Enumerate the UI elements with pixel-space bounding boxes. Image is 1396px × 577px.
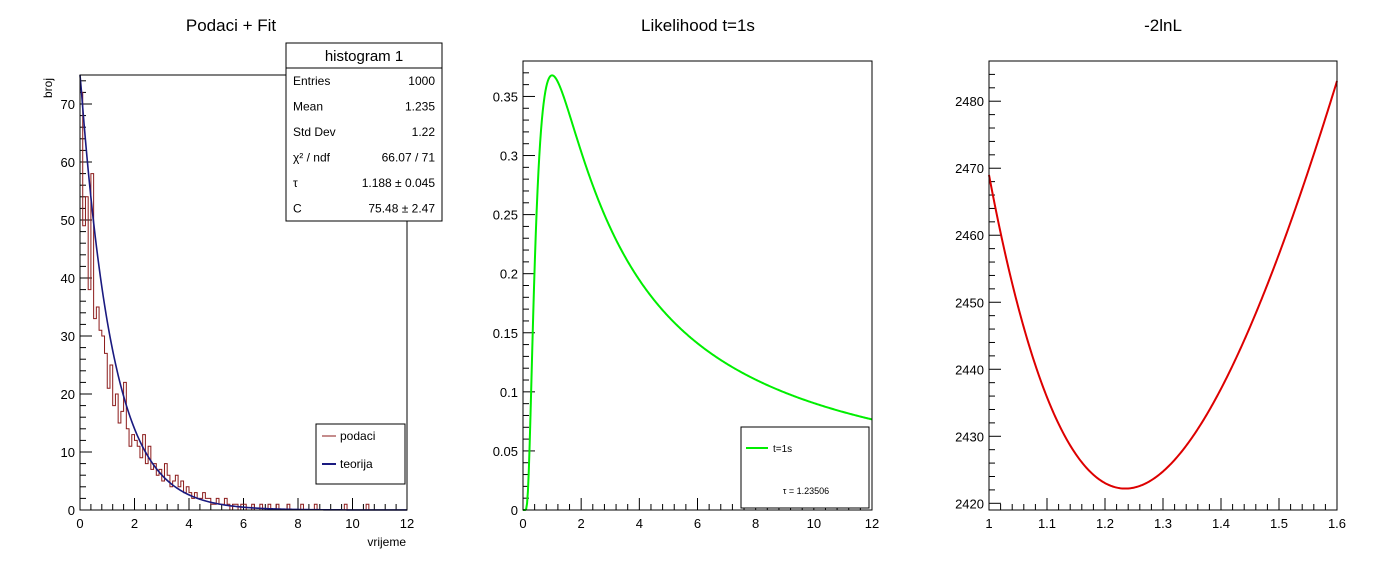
y-tick-label-1: 20 [61, 387, 75, 402]
x-tick-label-2: 0 [519, 516, 526, 531]
y-tick-label-2: 0.05 [493, 444, 518, 459]
y-tick-label-1: 60 [61, 155, 75, 170]
y-tick-label-3: 2450 [955, 295, 984, 310]
x-tick-label-1: 12 [400, 516, 414, 531]
stats-label: Entries [293, 74, 330, 88]
stats-value: 1.22 [412, 125, 436, 139]
x-tick-label-3: 1.4 [1212, 516, 1230, 531]
y-tick-label-3: 2440 [955, 362, 984, 377]
x-tick-label-1: 4 [185, 516, 192, 531]
axis-ticks-3: 1 1.1 1.2 1.3 1.4 1.5 1.6 2420 2430 2440 2450 2460 2… [955, 60, 1346, 531]
y-tick-label-1: 10 [61, 445, 75, 460]
x-tick-label-1: 10 [345, 516, 359, 531]
x-axis-label-1: vrijeme [367, 535, 406, 549]
x-tick-label-2: 4 [636, 516, 643, 531]
stats-box-rows: Entries 1000 Mean 1.235 Std Dev 1.22 χ² / ndf 6… [293, 74, 435, 216]
x-tick-label-3: 1.2 [1096, 516, 1114, 531]
x-tick-label-3: 1 [985, 516, 992, 531]
x-tick-label-1: 6 [240, 516, 247, 531]
stats-box: histogram 1 Entries 1000 Mean 1.235 Std Dev 1… [285, 42, 443, 222]
panel-podaci-fit: Podaci + Fit 0 2 4 6 8 10 12 0 10 20 30 40 50 60 70 br… [41, 16, 443, 549]
legend-1-label: teorija [340, 457, 373, 471]
y-axis-label-1: broj [41, 78, 55, 98]
x-tick-label-3: 1.6 [1328, 516, 1346, 531]
stats-value: 66.07 / 71 [382, 151, 436, 165]
y-tick-label-2: 0.25 [493, 208, 518, 223]
legend-1: podaci teorija [315, 423, 406, 485]
panel-likelihood: Likelihood t=1s 0 2 4 6 8 10 12 0 0.05 0.1 0.15 0.2… [493, 16, 880, 531]
plot-frame-3 [988, 60, 1338, 511]
y-tick-label-3: 2460 [955, 228, 984, 243]
y-tick-label-2: 0.1 [500, 385, 518, 400]
panel-neg2lnL: -2lnL 1 1.1 1.2 1.3 1.4 1.5 1.6 2420 2430 2440 245… [955, 16, 1346, 531]
x-tick-label-3: 1.5 [1270, 516, 1288, 531]
neg2lnL-curve [988, 80, 1338, 490]
y-tick-label-1: 50 [61, 213, 75, 228]
y-tick-label-2: 0.35 [493, 89, 518, 104]
plot-frame-2 [522, 60, 873, 511]
y-tick-label-2: 0.2 [500, 267, 518, 282]
x-tick-label-1: 0 [76, 516, 83, 531]
x-tick-label-1: 2 [131, 516, 138, 531]
stats-label: χ² / ndf [293, 151, 331, 165]
stats-label: Mean [293, 100, 323, 114]
y-tick-label-3: 2480 [955, 94, 984, 109]
stats-box-title: histogram 1 [325, 48, 403, 65]
stats-value: 1000 [408, 74, 435, 88]
x-tick-label-2: 12 [865, 516, 879, 531]
legend-1-label: podaci [340, 429, 375, 443]
stats-label: Std Dev [293, 125, 336, 139]
stats-value: 75.48 ± 2.47 [368, 202, 435, 216]
x-tick-label-2: 6 [694, 516, 701, 531]
y-tick-label-1: 30 [61, 329, 75, 344]
x-tick-label-3: 1.1 [1038, 516, 1056, 531]
x-tick-label-3: 1.3 [1154, 516, 1172, 531]
x-tick-label-1: 8 [294, 516, 301, 531]
y-tick-label-1: 70 [61, 97, 75, 112]
stats-label: C [293, 202, 302, 216]
chart-title-1: Podaci + Fit [186, 16, 277, 35]
y-tick-label-1: 0 [68, 503, 75, 518]
y-tick-label-3: 2430 [955, 429, 984, 444]
chart-title-3: -2lnL [1144, 16, 1182, 35]
axis-ticks-1: 0 2 4 6 8 10 12 0 10 20 30 40 50 60 70 [61, 80, 414, 531]
y-tick-label-3: 2470 [955, 161, 984, 176]
y-tick-label-2: 0.15 [493, 326, 518, 341]
legend-2: t=1s τ = 1.23506 [740, 426, 870, 509]
plot-frame-1 [79, 74, 408, 511]
stats-value: 1.235 [405, 100, 435, 114]
y-tick-label-3: 2420 [955, 496, 984, 511]
x-tick-label-2: 2 [578, 516, 585, 531]
x-tick-label-2: 10 [807, 516, 821, 531]
chart-title-2: Likelihood t=1s [641, 16, 755, 35]
x-tick-label-2: 8 [752, 516, 759, 531]
likelihood-curve [523, 74, 873, 511]
y-tick-label-2: 0.3 [500, 149, 518, 164]
y-tick-label-2: 0 [511, 503, 518, 518]
plot-area-1: 0 2 4 6 8 10 12 0 10 20 30 40 50 60 70 [61, 74, 414, 531]
y-tick-label-1: 40 [61, 271, 75, 286]
legend-2-note: τ = 1.23506 [783, 486, 829, 496]
stats-value: 1.188 ± 0.045 [362, 176, 436, 190]
stats-label: τ [293, 176, 298, 190]
legend-2-label: t=1s [773, 444, 792, 455]
